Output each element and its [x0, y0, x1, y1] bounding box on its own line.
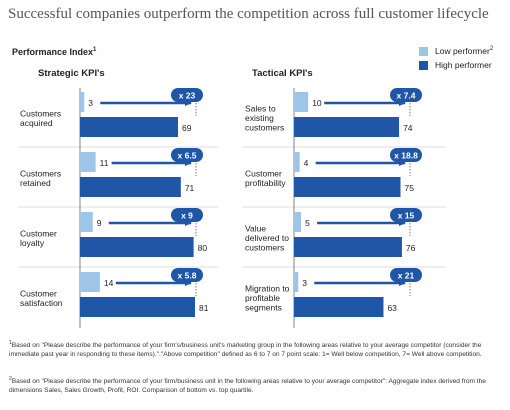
strategic-bar-low-3 [80, 212, 93, 232]
tactical-badge-2 [390, 148, 422, 162]
footnote-1: 1Based on "Please describe the performan… [9, 339, 501, 359]
strategic-category-label-line: Customers [20, 108, 61, 118]
tactical-category-label-line: Sales to [245, 104, 276, 114]
strategic-bar-low-1 [80, 92, 85, 112]
strategic-category-label-3: Customer loyalty [20, 228, 57, 248]
strategic-value-low-1: 3 [88, 98, 93, 108]
footnote-2: 2Based on "Please describe the performan… [9, 375, 501, 395]
strategic-category-label-2: Customers retained [20, 168, 61, 188]
strategic-category-label-line: Customer [20, 288, 57, 298]
tactical-bar-low-1 [294, 92, 309, 112]
tactical-badge-3 [390, 208, 422, 222]
performance-index-note: 1 [93, 47, 97, 53]
strategic-category-label-line: acquired [20, 118, 53, 128]
tactical-category-label-line: segments [245, 303, 282, 313]
chart-title: Successful companies outperform the comp… [8, 6, 489, 22]
legend-label-low: Low performer2 [435, 46, 493, 56]
strategic-badge-label-3: x 9 [181, 211, 193, 221]
tactical-badge-label-1: x 7.4 [397, 91, 416, 101]
strategic-bar-low-4 [80, 272, 100, 292]
footnote-1-text: Based on "Please describe the performanc… [9, 342, 482, 358]
strategic-value-low-3: 9 [97, 218, 102, 228]
strategic-badge-3 [171, 208, 203, 222]
tactical-badge-label-3: x 15 [398, 211, 415, 221]
tactical-value-high-2: 75 [405, 183, 415, 193]
strategic-value-high-2: 71 [185, 183, 195, 193]
tactical-category-label-3: Value delivered to customers [245, 224, 289, 253]
performance-index-label: Performance Index1 [12, 47, 96, 57]
tactical-value-low-4: 3 [302, 278, 307, 288]
tactical-badge-label-2: x 18.8 [394, 151, 418, 161]
footnote-1-mark: 1 [9, 340, 12, 346]
tactical-category-label-1: Sales to existing customers [245, 104, 284, 133]
tactical-category-label-line: existing [245, 113, 274, 123]
performance-index-text: Performance Index [12, 47, 94, 57]
strategic-value-low-2: 11 [100, 158, 109, 168]
panel-title-tactical: Tactical KPI's [252, 68, 313, 79]
strategic-category-label-1: Customers acquired [20, 108, 61, 128]
tactical-value-low-3: 5 [305, 218, 310, 228]
strategic-badge-label-4: x 5.8 [178, 271, 197, 281]
tactical-value-high-4: 63 [387, 303, 397, 313]
tactical-bar-high-3 [294, 237, 402, 257]
tactical-bar-high-1 [294, 117, 400, 137]
tactical-category-label-line: customers [245, 243, 284, 253]
footnote-2-text: Based on "Please describe the performanc… [9, 378, 486, 394]
footnote-2-mark: 2 [9, 376, 12, 382]
strategic-bar-high-2 [80, 177, 181, 197]
strategic-category-label-line: satisfaction [20, 298, 63, 308]
tactical-value-low-1: 10 [312, 98, 322, 108]
strategic-value-high-3: 80 [198, 243, 208, 253]
tactical-category-label-line: Migration to [245, 284, 290, 294]
tactical-category-label-line: profitability [245, 178, 286, 188]
strategic-badge-label-2: x 6.5 [178, 151, 197, 161]
tactical-badge-4 [390, 268, 422, 282]
strategic-bar-high-1 [80, 117, 178, 137]
tactical-category-label-line: delivered to [245, 233, 289, 243]
tactical-bar-low-2 [294, 152, 300, 172]
strategic-value-high-1: 69 [182, 123, 192, 133]
strategic-value-low-4: 14 [104, 278, 114, 288]
strategic-bar-low-2 [80, 152, 96, 172]
strategic-category-label-line: retained [20, 178, 51, 188]
tactical-badge-1 [390, 88, 422, 102]
panel-title-strategic: Strategic KPI's [38, 68, 105, 79]
tactical-category-label-line: customers [245, 123, 284, 133]
strategic-category-label-line: Customers [20, 168, 61, 178]
tactical-category-label-2: Customer profitability [245, 168, 286, 188]
tactical-category-label-4: Migration to profitable segments [245, 284, 290, 313]
legend-swatch-low [419, 47, 428, 56]
strategic-badge-2 [171, 148, 203, 162]
tactical-category-label-line: Customer [245, 168, 282, 178]
tactical-badge-label-4: x 21 [398, 271, 415, 281]
tactical-value-high-3: 76 [406, 243, 416, 253]
tactical-value-low-2: 4 [304, 158, 309, 168]
strategic-badge-4 [171, 268, 203, 282]
strategic-value-high-4: 81 [199, 303, 209, 313]
tactical-category-label-line: Value [245, 224, 266, 234]
tactical-bar-low-3 [294, 212, 302, 232]
tactical-bar-high-4 [294, 297, 384, 317]
strategic-category-label-line: loyalty [20, 238, 45, 248]
strategic-bar-high-4 [80, 297, 196, 317]
tactical-bar-high-2 [294, 177, 401, 197]
tactical-value-high-1: 74 [403, 123, 413, 133]
strategic-badge-1 [171, 88, 203, 102]
legend-note-low: 2 [489, 46, 494, 53]
strategic-category-label-4: Customer satisfaction [20, 288, 63, 308]
legend-swatch-high [419, 61, 428, 70]
legend-label-high: High performer [435, 60, 492, 70]
strategic-category-label-line: Customer [20, 228, 57, 238]
legend-text-low: Low performer [435, 46, 490, 56]
tactical-bar-low-4 [294, 272, 299, 292]
tactical-category-label-line: profitable [245, 293, 280, 303]
strategic-badge-label-1: x 23 [179, 91, 196, 101]
strategic-bar-high-3 [80, 237, 194, 257]
